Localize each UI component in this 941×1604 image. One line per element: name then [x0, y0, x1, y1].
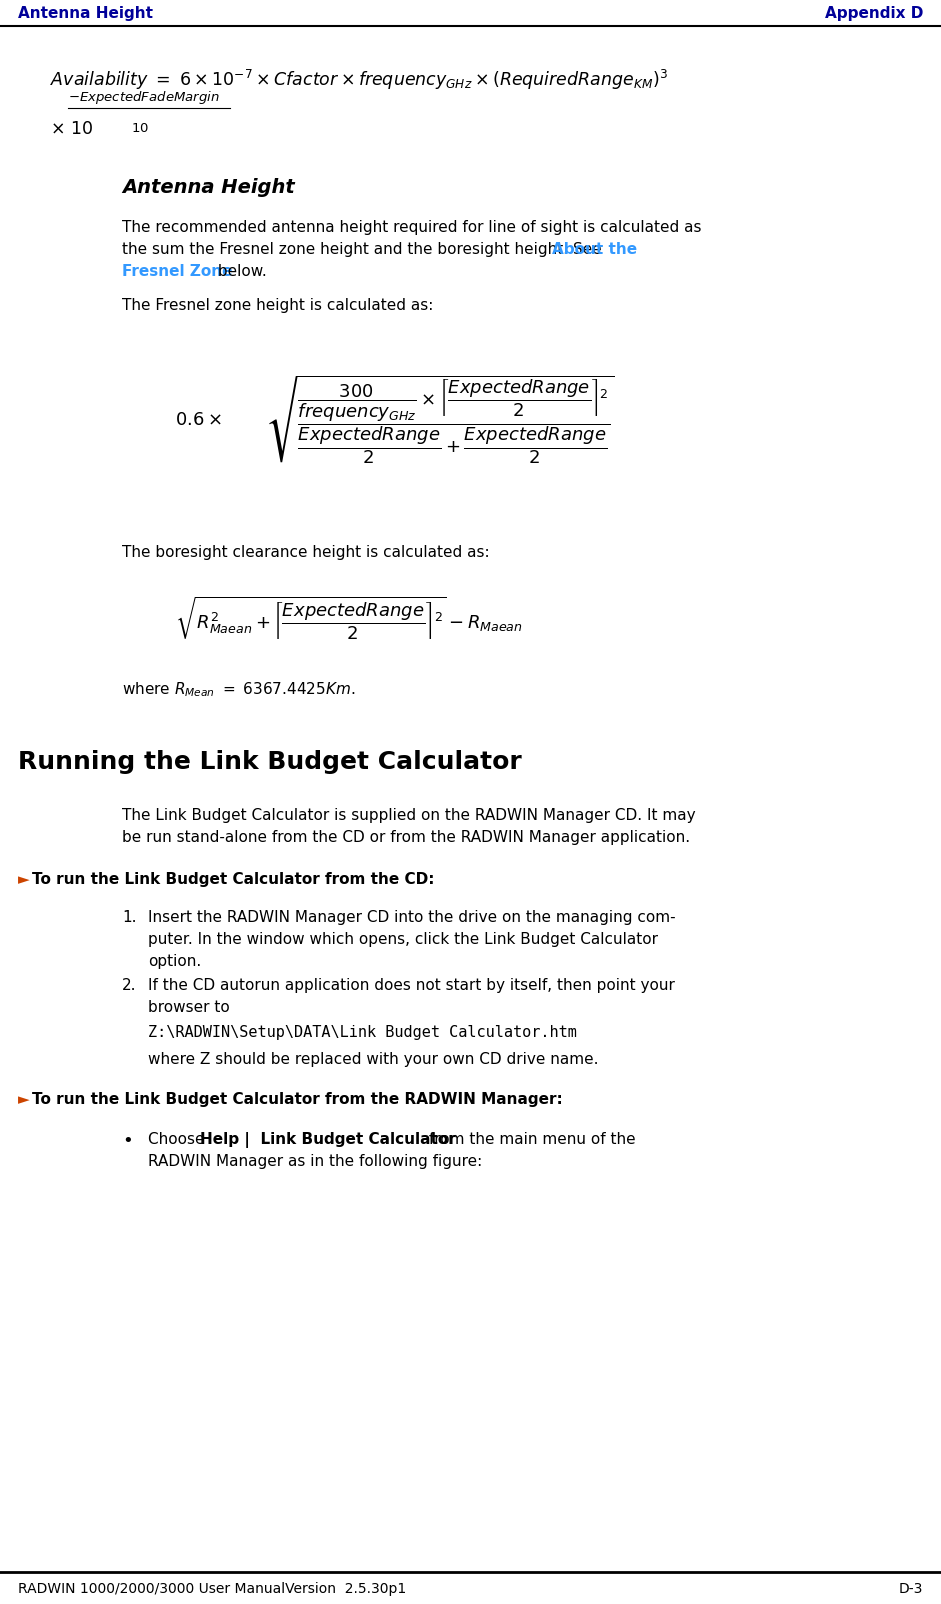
- Text: 2.: 2.: [122, 978, 136, 993]
- Text: from the main menu of the: from the main menu of the: [424, 1132, 635, 1147]
- Text: The boresight clearance height is calculated as:: The boresight clearance height is calcul…: [122, 545, 489, 560]
- Text: the sum the Fresnel zone height and the boresight height. See: the sum the Fresnel zone height and the …: [122, 242, 607, 257]
- Text: The recommended antenna height required for line of sight is calculated as: The recommended antenna height required …: [122, 220, 701, 236]
- Text: option.: option.: [148, 954, 201, 969]
- Text: ►: ►: [18, 873, 30, 887]
- Text: below.: below.: [213, 265, 266, 279]
- Text: To run the Link Budget Calculator from the CD:: To run the Link Budget Calculator from t…: [32, 873, 435, 887]
- Text: The Link Budget Calculator is supplied on the RADWIN Manager CD. It may: The Link Budget Calculator is supplied o…: [122, 808, 695, 823]
- Text: browser to: browser to: [148, 999, 230, 1015]
- Text: puter. In the window which opens, click the Link Budget Calculator: puter. In the window which opens, click …: [148, 932, 658, 946]
- Text: Antenna Height: Antenna Height: [122, 178, 295, 197]
- Text: If the CD autorun application does not start by itself, then point your: If the CD autorun application does not s…: [148, 978, 675, 993]
- Text: Appendix D: Appendix D: [824, 6, 923, 21]
- Text: where Z should be replaced with your own CD drive name.: where Z should be replaced with your own…: [148, 1052, 598, 1067]
- Text: Insert the RADWIN Manager CD into the drive on the managing com-: Insert the RADWIN Manager CD into the dr…: [148, 909, 676, 926]
- Text: $10$: $10$: [131, 122, 149, 135]
- Text: Fresnel Zone: Fresnel Zone: [122, 265, 232, 279]
- Text: $\mathit{Availability}\ =\ 6\times10^{-7}\times\mathit{Cfactor}\times\mathit{fre: $\mathit{Availability}\ =\ 6\times10^{-7…: [50, 67, 668, 91]
- Text: $\sqrt{\dfrac{\dfrac{300}{\mathit{frequency}_{GHz}} \times \left\lceil\dfrac{\ma: $\sqrt{\dfrac{\dfrac{300}{\mathit{freque…: [265, 374, 614, 467]
- Text: Help |  Link Budget Calculator: Help | Link Budget Calculator: [200, 1132, 455, 1148]
- Text: RADWIN 1000/2000/3000 User ManualVersion  2.5.30p1: RADWIN 1000/2000/3000 User ManualVersion…: [18, 1582, 407, 1596]
- Text: RADWIN Manager as in the following figure:: RADWIN Manager as in the following figur…: [148, 1153, 482, 1169]
- Text: Z:\RADWIN\Setup\DATA\Link Budget Calculator.htm: Z:\RADWIN\Setup\DATA\Link Budget Calcula…: [148, 1025, 577, 1039]
- Text: D-3: D-3: [899, 1582, 923, 1596]
- Text: where $R_{\mathit{Mean}}\ =\ 6367.4425\mathit{Km}$.: where $R_{\mathit{Mean}}\ =\ 6367.4425\m…: [122, 680, 356, 699]
- Text: The Fresnel zone height is calculated as:: The Fresnel zone height is calculated as…: [122, 298, 434, 313]
- Text: To run the Link Budget Calculator from the RADWIN Manager:: To run the Link Budget Calculator from t…: [32, 1092, 563, 1107]
- Text: 1.: 1.: [122, 909, 136, 926]
- Text: $\times\ 10$: $\times\ 10$: [50, 120, 93, 138]
- Text: be run stand-alone from the CD or from the RADWIN Manager application.: be run stand-alone from the CD or from t…: [122, 829, 690, 845]
- Text: $0.6 \times$: $0.6 \times$: [175, 411, 222, 428]
- Text: Choose: Choose: [148, 1132, 210, 1147]
- Text: Antenna Height: Antenna Height: [18, 6, 153, 21]
- Text: About the: About the: [552, 242, 637, 257]
- Text: Running the Link Budget Calculator: Running the Link Budget Calculator: [18, 751, 521, 775]
- Text: $\mathit{-ExpectedFadeMargin}$: $\mathit{-ExpectedFadeMargin}$: [68, 88, 220, 106]
- Text: ►: ►: [18, 1092, 30, 1107]
- Text: •: •: [122, 1132, 133, 1150]
- Text: $\sqrt{R^2_{\mathit{Maean}} + \left\lceil\dfrac{\mathit{ExpectedRange}}{2}\right: $\sqrt{R^2_{\mathit{Maean}} + \left\lcei…: [175, 595, 523, 642]
